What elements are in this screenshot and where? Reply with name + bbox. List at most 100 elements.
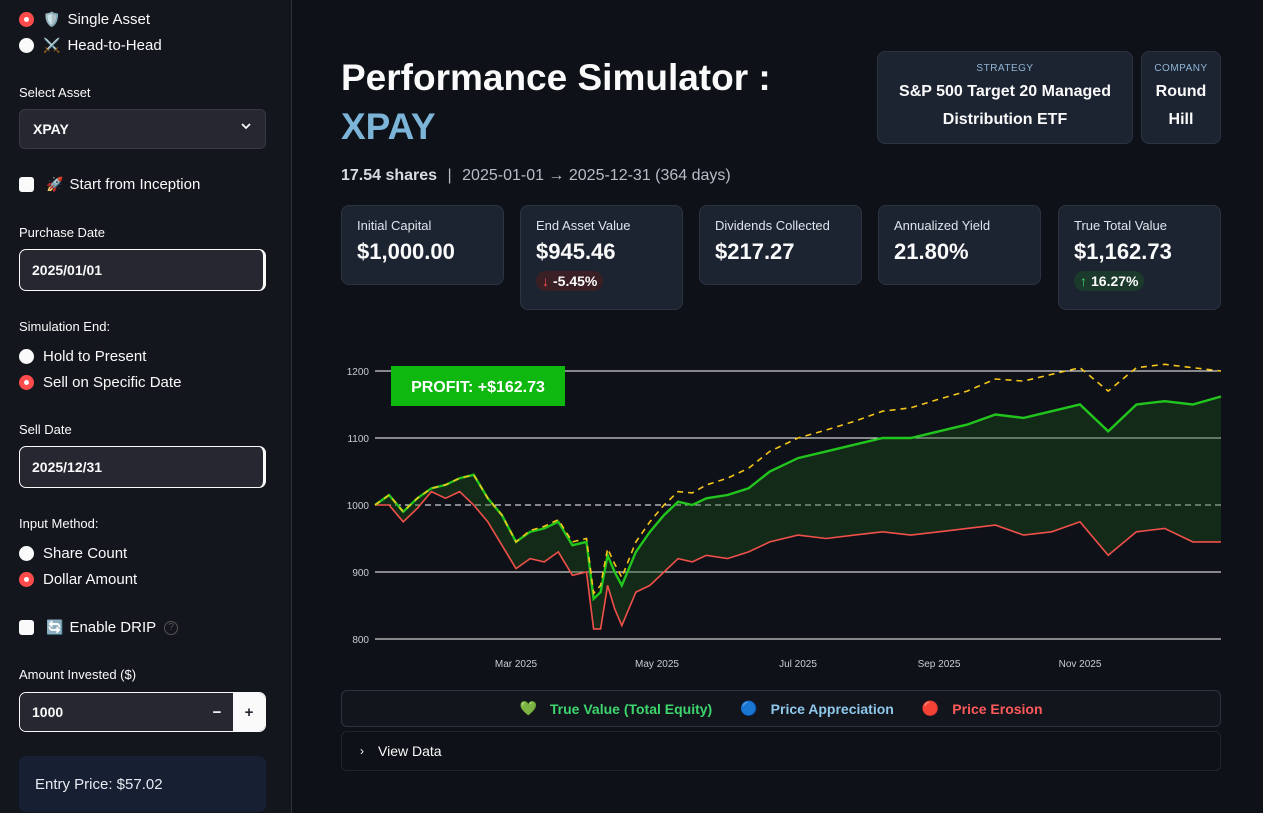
metric-annualized-yield: Annualized Yield 21.80% [878, 205, 1041, 285]
separator: | [447, 167, 452, 184]
blue-circle-icon: 🔵 [740, 700, 758, 716]
view-data-expander[interactable]: › View Data [341, 731, 1221, 771]
drip-checkbox[interactable]: 🔄 Enable DRIP ? [19, 619, 179, 636]
checkbox-box [19, 620, 34, 635]
mode-option-label: Head-to-Head [67, 37, 162, 54]
series-line-price [375, 490, 1221, 630]
help-icon[interactable]: ? [164, 620, 179, 635]
metric-value: $945.46 [536, 239, 616, 264]
y-tick-label: 900 [352, 568, 369, 579]
radio-unselected-icon [19, 38, 34, 53]
position-summary: 17.54 shares | 2025-01-01 → 2025-12-31 (… [341, 167, 731, 185]
radio-unselected-icon [19, 546, 34, 561]
rocket-icon: 🚀 [46, 176, 64, 192]
green-heart-icon: 💚 [519, 700, 537, 716]
performance-chart[interactable]: 800 900 1000 1100 1200 Mar 2025 May 2025 Jul 2… [341, 355, 1223, 675]
x-tick-label: Sep 2025 [918, 659, 961, 670]
series-line-dashed [374, 363, 1222, 596]
input-option-label: Dollar Amount [43, 571, 138, 588]
start-inception-checkbox[interactable]: 🚀 Start from Inception [19, 176, 200, 193]
mode-option-single-asset[interactable]: 🛡️ Single Asset [19, 11, 150, 28]
metric-end-asset-value: End Asset Value $945.46 ↓ -5.45% [520, 205, 683, 310]
legend-item-true-value: 💚 True Value (Total Equity) [512, 700, 719, 717]
metric-label: Annualized Yield [894, 218, 991, 233]
company-caption: COMPANY [1154, 63, 1208, 74]
drip-label: Enable DRIP [69, 619, 157, 636]
end-option-label: Hold to Present [43, 348, 147, 365]
metric-dividends-collected: Dividends Collected $217.27 [699, 205, 862, 285]
sell-date-value: 2025/12/31 [32, 459, 103, 475]
legend-item-price-appreciation: 🔵 Price Appreciation [733, 700, 901, 717]
simulation-end-label: Simulation End: [19, 319, 111, 334]
asset-select[interactable]: XPAY [19, 109, 266, 149]
y-tick-label: 1000 [347, 501, 370, 512]
end-option-sell[interactable]: Sell on Specific Date [19, 374, 181, 391]
mode-option-label: Single Asset [67, 11, 150, 28]
company-card: COMPANY Round Hill [1141, 51, 1221, 144]
arrow-down-icon: ↓ [542, 273, 549, 289]
x-tick-label: Jul 2025 [779, 659, 817, 670]
red-circle-icon: 🔴 [921, 700, 940, 716]
purchase-date-input[interactable]: 2025/01/01 [19, 249, 266, 291]
chart-lines [374, 363, 1222, 630]
y-tick-label: 1200 [347, 367, 370, 378]
radio-unselected-icon [19, 349, 34, 364]
shield-icon: 🛡️ [43, 11, 61, 27]
radio-selected-icon [19, 12, 34, 27]
x-tick-label: Mar 2025 [495, 659, 538, 670]
profit-annotation: PROFIT: +$162.73 [391, 366, 565, 406]
metric-label: Dividends Collected [715, 218, 830, 233]
profit-annotation-box [391, 366, 565, 406]
chevron-right-icon: › [360, 744, 364, 758]
mode-option-head-to-head[interactable]: ⚔️ Head-to-Head [19, 37, 162, 54]
x-tick-label: Nov 2025 [1059, 659, 1102, 670]
date-range: 2025-01-01 → 2025-12-31 (364 days) [462, 167, 731, 184]
refresh-icon: 🔄 [46, 619, 64, 635]
metric-label: True Total Value [1074, 218, 1167, 233]
strategy-caption: STRATEGY [976, 63, 1034, 74]
metric-delta-badge: ↓ -5.45% [536, 271, 604, 291]
sidebar: 🛡️ Single Asset ⚔️ Head-to-Head Select A… [0, 0, 292, 813]
metric-value: $1,162.73 [1074, 239, 1172, 264]
sell-date-input[interactable]: 2025/12/31 [19, 446, 266, 488]
profit-annotation-text: PROFIT: +$162.73 [411, 379, 545, 396]
end-option-hold[interactable]: Hold to Present [19, 348, 146, 365]
increment-button[interactable]: + [233, 693, 265, 731]
page-title-ticker: XPAY [341, 106, 436, 147]
metric-value: $217.27 [715, 239, 795, 264]
checkbox-box [19, 177, 34, 192]
asset-select-value: XPAY [33, 121, 69, 137]
input-method-label: Input Method: [19, 516, 99, 531]
chart-x-axis: Mar 2025 May 2025 Jul 2025 Sep 2025 Nov 2025 [495, 659, 1102, 670]
metric-label: End Asset Value [536, 218, 631, 233]
entry-price-info: Entry Price: $57.02 [19, 756, 266, 812]
company-value: Round Hill [1155, 83, 1207, 128]
chart-fill-area [375, 396, 1221, 629]
amount-invested-label: Amount Invested ($) [19, 667, 137, 682]
metric-value: $1,000.00 [357, 239, 455, 264]
metric-delta: -5.45% [553, 273, 598, 289]
decrement-button[interactable]: − [201, 693, 233, 731]
radio-selected-icon [19, 572, 34, 587]
metric-initial-capital: Initial Capital $1,000.00 [341, 205, 504, 285]
share-count: 17.54 shares [341, 167, 438, 184]
y-tick-label: 1100 [347, 434, 369, 445]
metric-true-total-value: True Total Value $1,162.73 ↑ 16.27% [1058, 205, 1221, 310]
entry-price-text: Entry Price: $57.02 [35, 775, 163, 793]
legend-label: Price Appreciation [770, 700, 894, 717]
input-option-dollar-amount[interactable]: Dollar Amount [19, 571, 137, 588]
page-title: Performance Simulator : [341, 57, 771, 98]
select-asset-label: Select Asset [19, 85, 91, 100]
crossed-swords-icon: ⚔️ [43, 37, 61, 53]
end-option-label: Sell on Specific Date [43, 374, 182, 391]
x-tick-label: May 2025 [635, 659, 679, 670]
legend-label: Price Erosion [952, 700, 1043, 717]
input-option-share-count[interactable]: Share Count [19, 545, 127, 562]
amount-invested-input[interactable]: 1000 [20, 693, 201, 731]
amount-invested-stepper: 1000 − + [19, 692, 266, 732]
profit-fill [375, 396, 1221, 629]
metric-value: 21.80% [894, 239, 969, 264]
legend-item-price-erosion: 🔴 Price Erosion [915, 700, 1050, 717]
view-data-label: View Data [378, 743, 442, 759]
y-tick-label: 800 [352, 635, 369, 646]
